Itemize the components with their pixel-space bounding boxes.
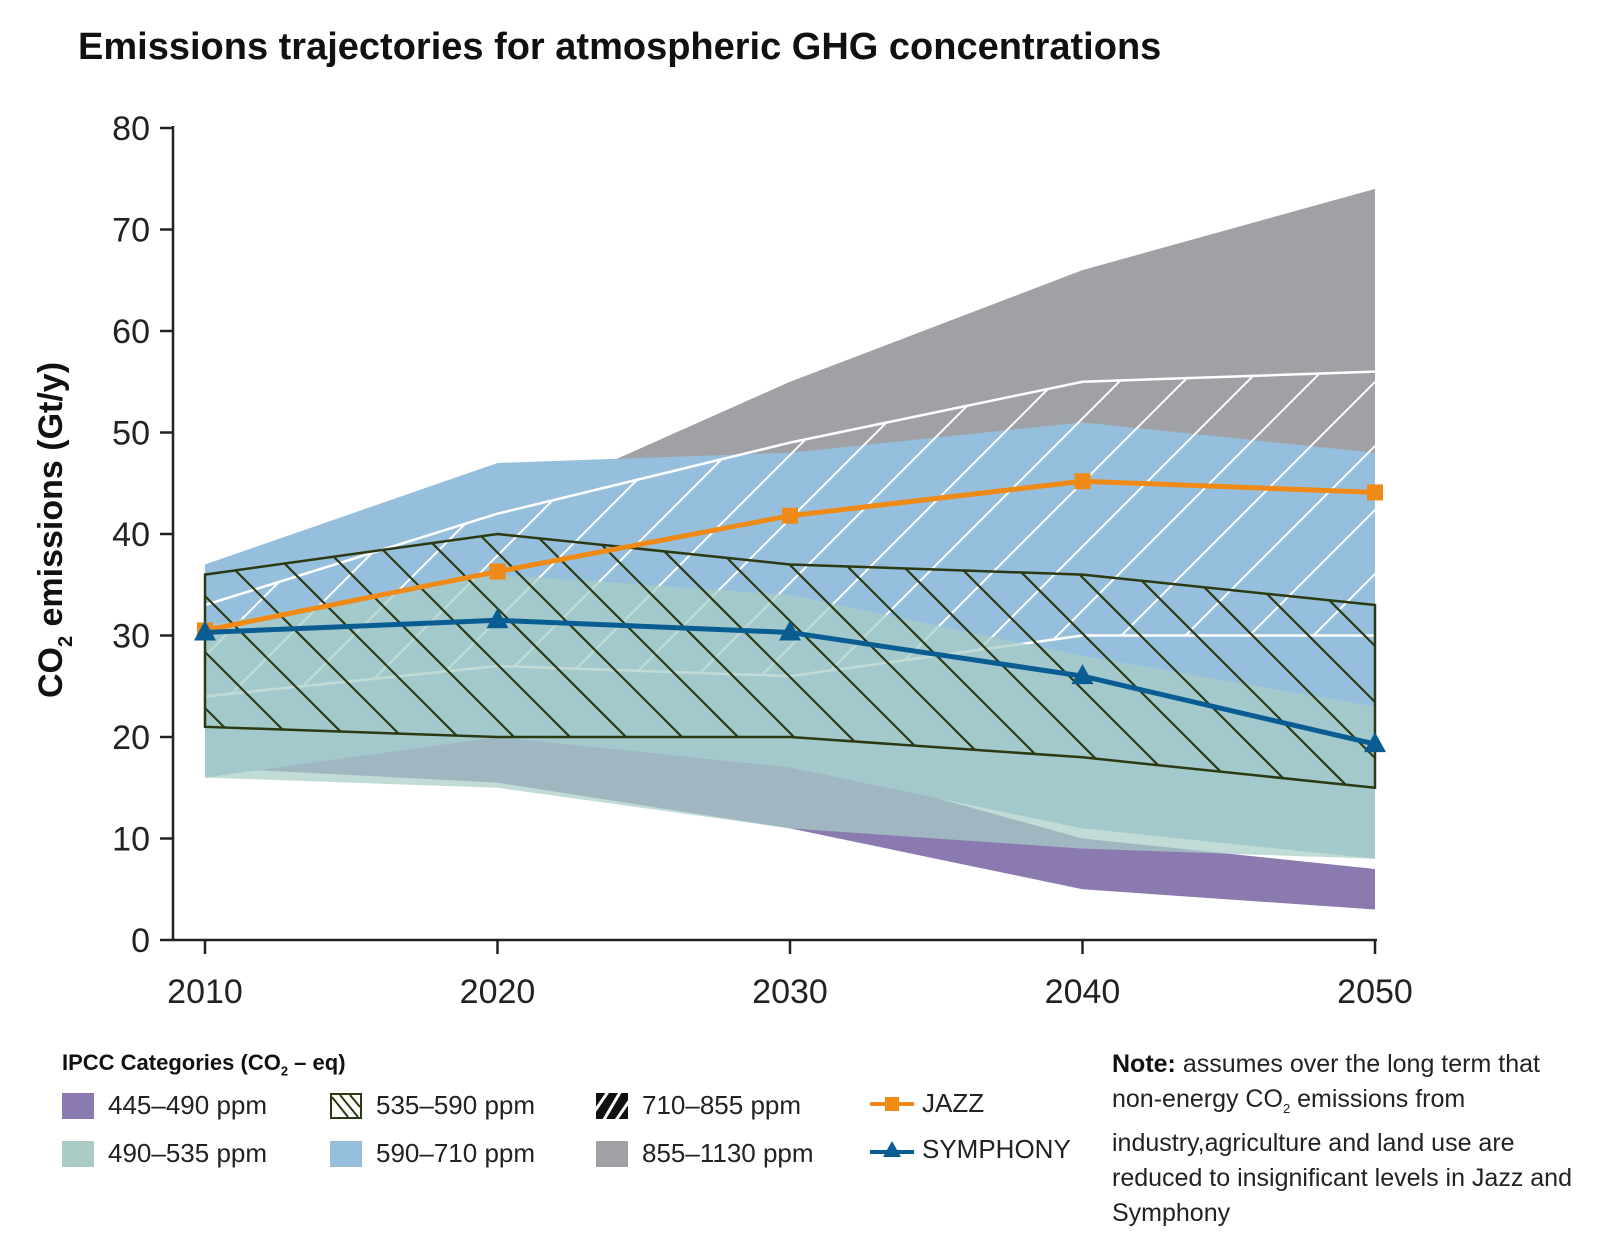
y-tick-label: 40 xyxy=(112,516,150,554)
chart-note: Note: assumes over the long term that no… xyxy=(1112,1050,1572,1227)
band-535-590-ppm-outline xyxy=(203,532,1377,790)
point-symphony xyxy=(1364,732,1386,753)
legend-item-855: 855–1130 ppm xyxy=(596,1138,814,1169)
point-symphony xyxy=(779,620,801,641)
band-490-535-ppm xyxy=(205,574,1375,859)
point-symphony xyxy=(194,620,216,641)
bands-layer xyxy=(203,188,1377,910)
point-jazz xyxy=(1367,484,1383,501)
legend-line-jazz xyxy=(870,1096,914,1111)
legend-item-710: 710–855 ppm xyxy=(596,1090,801,1121)
point-jazz xyxy=(489,563,506,580)
y-tick-label: 10 xyxy=(112,821,150,859)
y-tick-label: 30 xyxy=(112,618,150,656)
x-tick-label: 2050 xyxy=(1337,973,1413,1011)
legend-item-jazz: JAZZ xyxy=(870,1088,984,1119)
legend-swatch-490 xyxy=(62,1140,94,1167)
x-tick-label: 2010 xyxy=(167,973,243,1011)
y-axis-label: CO2 emissions (Gt/y) xyxy=(32,362,77,698)
legend-line-symphony xyxy=(870,1140,914,1157)
band-710-855-ppm-upper xyxy=(204,370,1376,607)
legend-label-535: 535–590 ppm xyxy=(376,1090,536,1120)
x-tick-label: 2020 xyxy=(460,973,536,1011)
legend-label-symphony: SYMPHONY xyxy=(922,1134,1071,1164)
chart-title: Emissions trajectories for atmospheric G… xyxy=(78,26,1162,68)
x-tick-label: 2030 xyxy=(752,973,828,1011)
series-layer xyxy=(194,473,1386,753)
legend-item-535: 535–590 ppm xyxy=(330,1090,535,1121)
legend-label-490: 490–535 ppm xyxy=(108,1138,268,1168)
y-tick-label: 20 xyxy=(112,719,150,757)
band-855-1130-ppm xyxy=(205,188,1375,656)
x-tick-label: 2040 xyxy=(1045,973,1121,1011)
point-symphony xyxy=(486,608,509,629)
legend-swatch-710 xyxy=(596,1092,628,1119)
point-symphony xyxy=(1071,664,1094,685)
y-tick-label: 60 xyxy=(112,313,150,351)
legend-item-590: 590–710 ppm xyxy=(330,1138,535,1169)
y-tick-label: 80 xyxy=(112,110,150,148)
point-jazz xyxy=(782,507,798,524)
legend-label-855: 855–1130 ppm xyxy=(642,1138,814,1168)
legend-label-590: 590–710 ppm xyxy=(376,1138,536,1168)
y-tick-label: 70 xyxy=(112,212,150,250)
legend-title: IPCC Categories (CO2 – eq) xyxy=(62,1050,346,1079)
note-label: Note: xyxy=(1112,1050,1176,1078)
legend-item-symphony: SYMPHONY xyxy=(870,1134,1071,1165)
legend-swatch-535 xyxy=(330,1092,362,1119)
y-tick-label: 0 xyxy=(131,922,150,960)
y-tick-label: 50 xyxy=(112,415,150,453)
legend-label-jazz: JAZZ xyxy=(922,1088,985,1118)
legend-label-710: 710–855 ppm xyxy=(642,1090,802,1120)
legend-label-445: 445–490 ppm xyxy=(108,1090,268,1120)
legend-swatch-445 xyxy=(62,1092,94,1119)
legend-swatch-590 xyxy=(330,1140,362,1167)
legend-item-490: 490–535 ppm xyxy=(62,1138,267,1169)
legend-item-445: 445–490 ppm xyxy=(62,1090,267,1121)
point-jazz xyxy=(1074,473,1091,490)
legend-swatch-855 xyxy=(596,1140,628,1167)
